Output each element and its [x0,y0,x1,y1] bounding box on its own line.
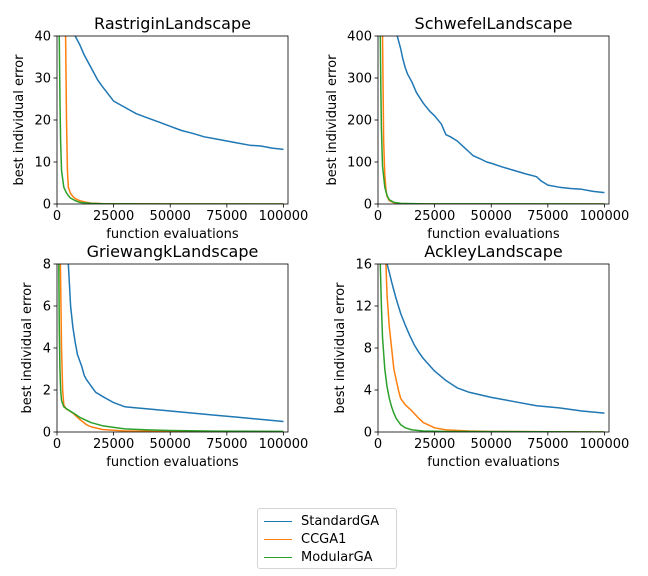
x-axis-label: function evaluations [427,455,560,470]
y-tick-label: 8 [43,258,51,273]
y-axis-label: best individual error [325,54,340,186]
plot-frame [377,35,610,205]
x-tick-label: 50000 [471,209,512,224]
chart-3: 0 25000 50000 75000 100000 0 2 4 6 8 GriewangkLand… [20,242,308,470]
series-line-modularga [58,264,284,432]
x-tick-label: 75000 [527,437,568,452]
series-line-standardga [67,264,284,423]
y-tick-label: 2 [43,384,51,399]
x-tick-label: 100000 [259,209,309,224]
x-tick-label: 25000 [93,209,134,224]
x-tick-label: 50000 [471,437,512,452]
legend-label-standardga: StandardGA [301,514,380,529]
x-tick-label: 0 [53,209,61,224]
y-tick-label: 0 [43,426,51,441]
x-tick-label: 100000 [580,209,630,224]
series-line-ccga1 [381,36,605,204]
y-tick-label: 0 [364,426,372,441]
series-line-ccga1 [385,264,605,432]
x-tick-label: 25000 [414,437,455,452]
x-axis-label: function evaluations [106,455,239,470]
legend-swatch-standardga [264,521,292,522]
x-tick-label: 75000 [527,209,568,224]
legend-swatch-modularga [264,557,292,558]
series-line-modularga [58,36,284,204]
x-tick-label: 100000 [580,437,630,452]
y-tick-label: 100 [347,156,372,171]
x-axis-label: function evaluations [427,227,560,242]
x-tick-label: 25000 [414,209,455,224]
y-tick-label: 8 [364,342,372,357]
y-tick-label: 12 [355,300,372,315]
y-tick-label: 16 [355,258,372,273]
y-tick-label: 40 [34,30,51,45]
y-tick-label: 4 [364,384,372,399]
x-tick-label: 75000 [206,209,247,224]
y-tick-label: 400 [347,30,372,45]
legend-entry-standardga: StandardGA [258,513,398,530]
series-line-ccga1 [64,36,284,204]
y-tick-label: 0 [364,198,372,213]
chart-1: 0 25000 50000 75000 100000 0 10 20 30 40 Rastrigin… [12,14,308,242]
plot-frame [56,35,289,205]
chart-title: SchwefelLandscape [415,14,573,33]
x-tick-label: 0 [53,437,61,452]
series-line-modularga [379,264,605,432]
series-line-standardga [386,264,605,414]
y-tick-label: 0 [43,198,51,213]
chart-2: 0 25000 50000 75000 100000 0 100 200 300 400 Schwe… [325,14,629,242]
y-tick-label: 10 [34,156,51,171]
series-line-ccga1 [59,264,284,432]
legend-label-ccga1: CCGA1 [301,532,347,547]
y-tick-label: 300 [347,72,372,87]
chart-4: 0 25000 50000 75000 100000 0 4 8 12 16 AckleyLands… [333,242,629,470]
y-tick-label: 30 [34,72,51,87]
y-axis-label: best individual error [12,54,27,186]
x-tick-label: 25000 [93,437,134,452]
x-tick-label: 0 [374,437,382,452]
x-tick-label: 50000 [150,437,191,452]
y-tick-label: 4 [43,342,51,357]
series-line-standardga [74,36,284,151]
legend-label-modularga: ModularGA [301,550,373,565]
legend: StandardGA CCGA1 ModularGA [257,508,397,569]
y-tick-label: 20 [34,114,51,129]
y-tick-label: 200 [347,114,372,129]
series-line-modularga [379,36,605,204]
x-tick-label: 50000 [150,209,191,224]
series-line-standardga [396,36,605,194]
chart-title: RastriginLandscape [94,14,251,33]
y-axis-label: best individual error [20,282,35,414]
x-tick-label: 100000 [259,437,309,452]
x-axis-label: function evaluations [106,227,239,242]
chart-title: AckleyLandscape [424,242,562,261]
plot-frame [377,263,610,433]
legend-entry-ccga1: CCGA1 [258,531,398,548]
chart-title: GriewangkLandscape [87,242,259,261]
y-axis-label: best individual error [333,282,348,414]
legend-swatch-ccga1 [264,539,292,540]
y-tick-label: 6 [43,300,51,315]
x-tick-label: 0 [374,209,382,224]
x-tick-label: 75000 [206,437,247,452]
legend-entry-modularga: ModularGA [258,549,398,566]
plot-frame [56,263,289,433]
